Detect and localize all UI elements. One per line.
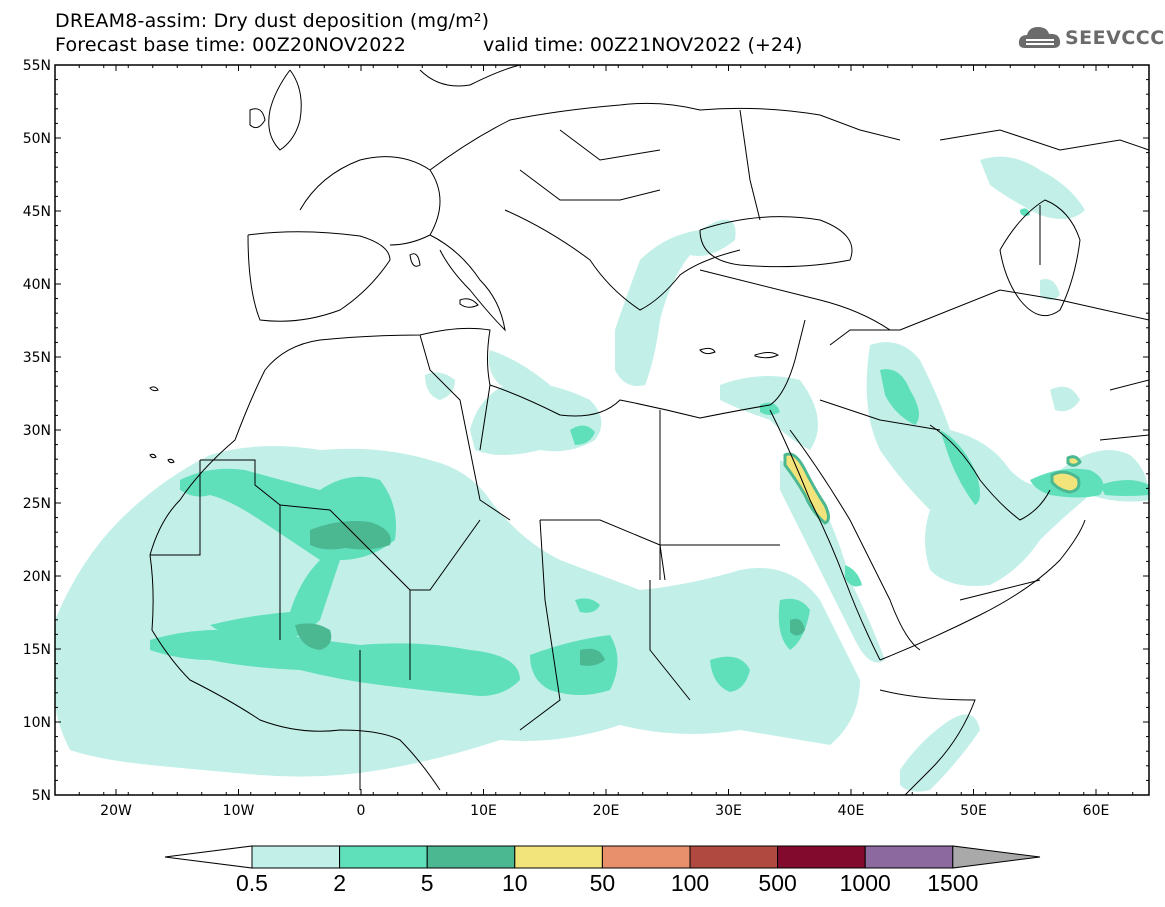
colorbar-level-label: 1000	[840, 870, 891, 896]
lat-tick-label: 40N	[23, 277, 51, 293]
lon-tick-label: 20W	[100, 803, 132, 819]
lat-tick-label: 30N	[23, 423, 51, 439]
lon-tick-label: 30E	[715, 803, 742, 819]
logo-text: SEEVCCC	[1065, 27, 1165, 49]
lat-tick-label: 55N	[23, 58, 51, 74]
colorbar-swatch	[689, 845, 779, 869]
colorbar-swatch	[514, 845, 603, 869]
colorbar-swatch	[426, 845, 516, 869]
colorbar-level-label: 1500	[927, 870, 978, 896]
colorbar-under-triangle	[164, 845, 253, 869]
lon-tick-label: 60E	[1083, 803, 1110, 819]
lon-tick-label: 10E	[470, 803, 497, 819]
dust-deposition-field	[55, 65, 1149, 795]
colorbar-swatch	[601, 845, 691, 869]
colorbar: 0.5 2 5 10 50 100 500 1000 1500	[164, 845, 1041, 896]
colorbar-level-label: 2	[333, 870, 346, 896]
lat-tick-label: 20N	[23, 569, 51, 585]
colorbar-swatch	[864, 845, 954, 869]
colorbar-level-label: 500	[758, 870, 796, 896]
lat-tick-label: 25N	[23, 496, 51, 512]
cloud-icon	[1018, 27, 1061, 48]
lon-tick-label: 50E	[960, 803, 987, 819]
colorbar-swatch	[251, 845, 341, 869]
latitude-axis: 55N 50N 45N 40N 35N 30N 25N 20N 15N 10N 5N	[23, 58, 1149, 804]
lat-tick-label: 5N	[32, 788, 51, 804]
colorbar-swatch	[777, 845, 866, 869]
lon-tick-label: 0	[357, 803, 366, 819]
lon-tick-label: 40E	[838, 803, 865, 819]
seevccc-logo: SEEVCCC	[1017, 22, 1164, 56]
forecast-base-time: Forecast base time: 00Z20NOV2022	[55, 34, 407, 56]
longitude-axis: 20W 10W 0 10E 20E 30E 40E 50E 60E	[78, 65, 1134, 819]
lat-tick-label: 50N	[23, 131, 51, 147]
lon-tick-label: 10W	[223, 803, 255, 819]
colorbar-level-label: 10	[502, 870, 528, 896]
colorbar-level-label: 50	[590, 870, 616, 896]
lon-tick-label: 20E	[593, 803, 620, 819]
lat-tick-label: 15N	[23, 642, 51, 658]
colorbar-level-label: 5	[421, 870, 434, 896]
lat-tick-label: 45N	[23, 204, 51, 220]
colorbar-level-label: 0.5	[236, 870, 268, 896]
valid-time: valid time: 00Z21NOV2022 (+24)	[483, 34, 803, 56]
colorbar-over-triangle	[952, 845, 1041, 869]
colorbar-level-label: 100	[671, 870, 709, 896]
lat-tick-label: 35N	[23, 350, 51, 366]
lat-tick-label: 10N	[23, 715, 51, 731]
colorbar-swatch	[339, 845, 428, 869]
map-title: DREAM8-assim: Dry dust deposition (mg/m²…	[55, 10, 490, 32]
